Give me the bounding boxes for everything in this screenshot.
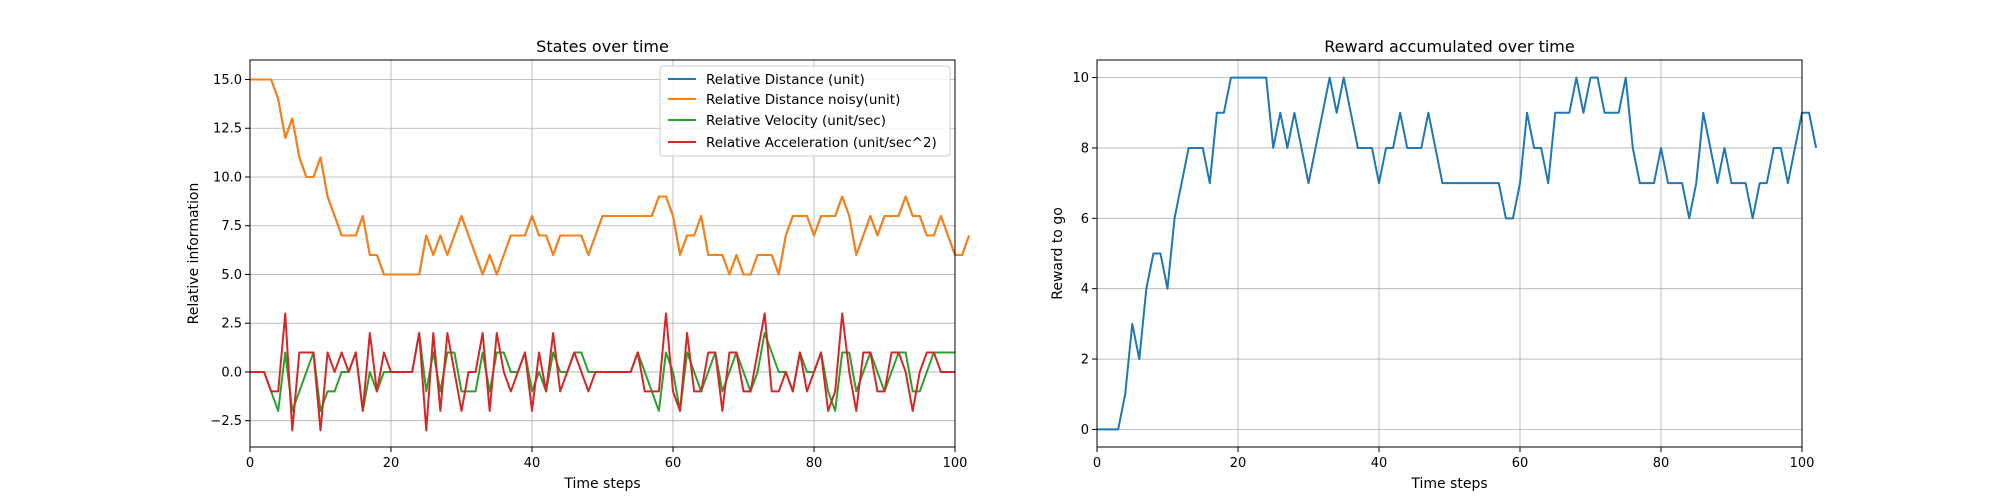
- states-y-tick-label: 10.0: [213, 170, 242, 185]
- states-x-tick-label: 0: [246, 456, 254, 471]
- states-y-tick-label: 2.5: [221, 317, 242, 332]
- reward-x-tick-label: 40: [1371, 456, 1388, 471]
- states-x-tick-label: 80: [806, 456, 823, 471]
- states-y-tick-label: 12.5: [213, 122, 242, 137]
- reward-x-tick-label: 20: [1230, 456, 1247, 471]
- series-line-relative-acceleration-unit-sec-2: [250, 312, 955, 432]
- reward-y-tick-label: 10: [1072, 71, 1089, 86]
- states-plot-frame: [249, 59, 956, 448]
- states-legend: Relative Distance (unit) Relative Distan…: [659, 65, 951, 157]
- states-lines: [250, 78, 971, 432]
- reward-plot-frame: [1096, 59, 1803, 448]
- reward-y-tick-label: 4: [1081, 282, 1089, 297]
- reward-x-tick-label: 0: [1093, 456, 1101, 471]
- states-ticks: 0 20 40 60 80 100 −2.5 0.0 2.5 5.0 7.5 10.0 12.5 15.0: [210, 73, 967, 471]
- states-y-tick-label: 15.0: [213, 73, 242, 88]
- states-x-tick-label: 60: [665, 456, 682, 471]
- series-line-relative-distance-noisy-unit: [250, 78, 971, 276]
- legend-box: [659, 65, 951, 157]
- reward-chart: 0 20 40 60 80 100 0 2 4 6 8 10 Reward accumulated o…: [1050, 37, 1818, 492]
- reward-y-tick-label: 6: [1081, 212, 1089, 227]
- reward-x-tick-label: 60: [1512, 456, 1529, 471]
- states-x-tick-label: 40: [524, 456, 541, 471]
- reward-x-axis-label: Time steps: [1410, 476, 1487, 492]
- reward-series-line-0: [1097, 76, 1818, 431]
- reward-x-tick-label: 100: [1790, 456, 1815, 471]
- reward-lines: [1097, 76, 1818, 431]
- states-y-axis-label: Relative information: [186, 183, 202, 325]
- reward-y-axis-label: Reward to go: [1050, 207, 1066, 300]
- states-chart-title: States over time: [536, 37, 669, 56]
- states-y-tick-label: 7.5: [221, 219, 242, 234]
- reward-y-tick-label: 2: [1081, 353, 1089, 368]
- states-chart: 0 20 40 60 80 100 −2.5 0.0 2.5 5.0 7.5 10.0 12.5 15.0…: [186, 37, 971, 492]
- reward-ticks: 0 20 40 60 80 100 0 2 4 6 8 10: [1072, 71, 1814, 471]
- states-y-tick-label: 0.0: [221, 365, 242, 380]
- states-y-tick-label: 5.0: [221, 268, 242, 283]
- reward-chart-title: Reward accumulated over time: [1324, 37, 1574, 56]
- states-x-axis-label: Time steps: [563, 476, 640, 492]
- legend-label-relative-acceleration: Relative Acceleration (unit/sec^2): [706, 135, 937, 151]
- states-x-tick-label: 20: [383, 456, 400, 471]
- reward-x-tick-label: 80: [1653, 456, 1670, 471]
- reward-y-tick-label: 8: [1081, 141, 1089, 156]
- states-y-tick-label: −2.5: [210, 414, 242, 429]
- legend-label-relative-velocity: Relative Velocity (unit/sec): [706, 113, 886, 129]
- legend-label-relative-distance: Relative Distance (unit): [706, 72, 865, 88]
- states-x-tick-label: 100: [943, 456, 968, 471]
- legend-label-relative-distance-noisy: Relative Distance noisy(unit): [706, 92, 900, 108]
- reward-y-tick-label: 0: [1081, 423, 1089, 438]
